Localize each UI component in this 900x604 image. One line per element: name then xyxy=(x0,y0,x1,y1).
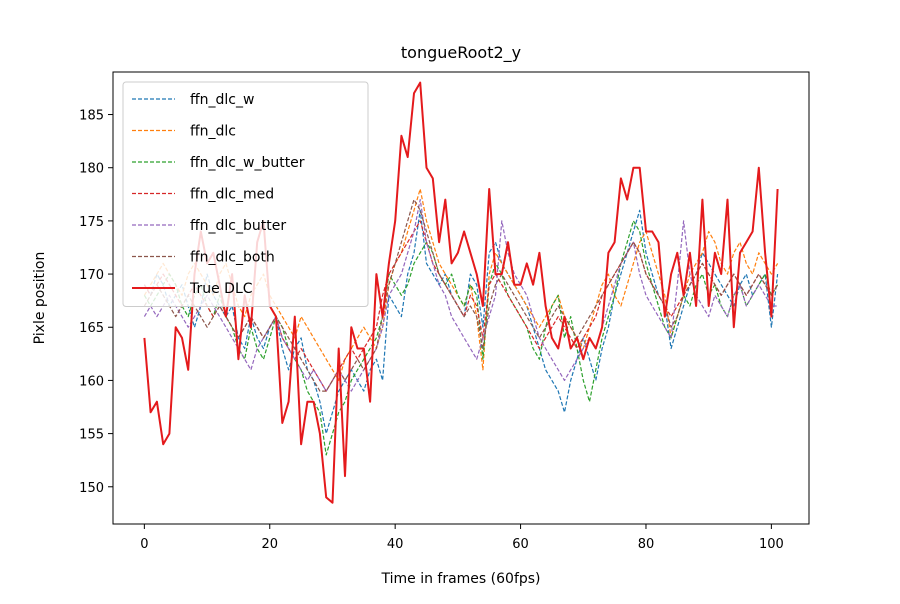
y-tick-label: 150 xyxy=(79,481,104,496)
x-tick-label: 80 xyxy=(638,537,655,552)
legend-label: ffn_dlc_med xyxy=(190,187,274,203)
legend-label: ffn_dlc xyxy=(190,124,236,140)
y-tick-label: 180 xyxy=(79,162,104,177)
legend-label: ffn_dlc_w xyxy=(190,92,254,108)
y-tick-label: 165 xyxy=(79,321,104,336)
x-tick-label: 0 xyxy=(140,537,148,552)
y-tick-label: 185 xyxy=(79,109,104,124)
plot-frame xyxy=(112,71,810,525)
y-tick-label: 175 xyxy=(79,215,104,230)
series-line-ffn-dlc-w-butter xyxy=(143,220,779,456)
series-layer xyxy=(143,81,779,504)
legend-label: ffn_dlc_w_butter xyxy=(190,155,305,171)
legend-label: ffn_dlc_both xyxy=(190,250,275,266)
y-axis-label: Pixle position xyxy=(32,252,48,345)
x-axis-label: Time in frames (60fps) xyxy=(380,571,540,587)
y-axis: 150 155 160 165 170 175 180 185 xyxy=(79,109,113,496)
legend-label: ffn_dlc_butter xyxy=(190,218,286,234)
y-tick-label: 155 xyxy=(79,428,104,443)
legend-box xyxy=(122,81,369,307)
y-tick-label: 160 xyxy=(79,374,104,389)
x-tick-label: 40 xyxy=(387,537,404,552)
legend-label: True DLC xyxy=(189,281,253,297)
x-tick-label: 20 xyxy=(261,537,278,552)
series-line-ffn-dlc-butter xyxy=(143,199,778,392)
x-axis: 0 20 40 60 80 100 xyxy=(140,524,784,552)
x-tick-label: 60 xyxy=(512,537,529,552)
y-tick-label: 170 xyxy=(79,268,104,283)
chart-title: tongueRoot2_y xyxy=(401,43,521,63)
legend: ffn_dlc_w ffn_dlc ffn_dlc_w_butter ffn_dlc_… xyxy=(122,81,369,307)
series-line-true-dlc xyxy=(143,81,779,504)
x-tick-label: 100 xyxy=(759,537,784,552)
